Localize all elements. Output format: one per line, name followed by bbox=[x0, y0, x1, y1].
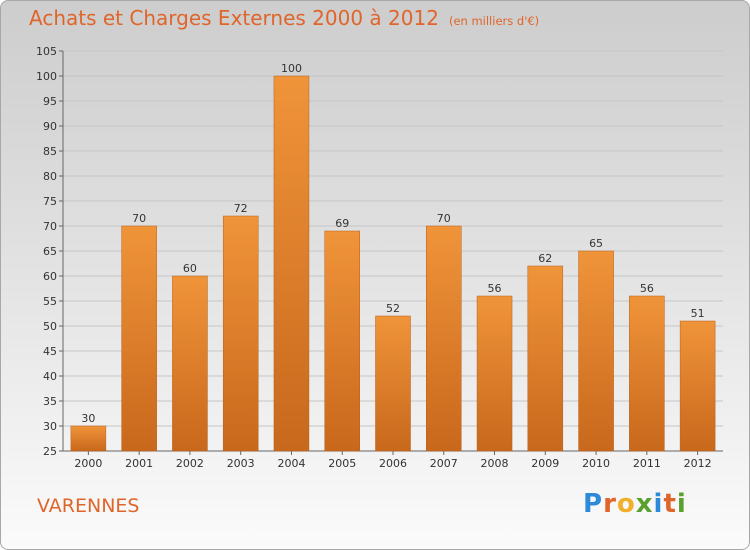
x-tick-label: 2010 bbox=[582, 457, 610, 470]
x-tick-label: 2000 bbox=[74, 457, 102, 470]
bar bbox=[375, 315, 411, 452]
bar bbox=[222, 215, 259, 452]
data-label: 100 bbox=[281, 62, 302, 75]
bar bbox=[578, 250, 614, 452]
logo-letter: t bbox=[663, 489, 677, 519]
data-label: 70 bbox=[132, 212, 146, 225]
data-label: 69 bbox=[335, 217, 349, 230]
bar bbox=[172, 275, 208, 452]
x-tick-label: 2002 bbox=[176, 457, 204, 470]
y-tick-label: 30 bbox=[43, 420, 57, 433]
chart-title-block: Achats et Charges Externes 2000 à 2012 (e… bbox=[29, 6, 539, 30]
logo-letter: o bbox=[616, 489, 636, 519]
y-tick-label: 55 bbox=[43, 295, 57, 308]
y-tick-label: 25 bbox=[43, 445, 57, 458]
y-tick-label: 80 bbox=[43, 170, 57, 183]
y-tick-label: 70 bbox=[43, 220, 57, 233]
x-tick-label: 2005 bbox=[328, 457, 356, 470]
y-tick-label: 90 bbox=[43, 120, 57, 133]
bar bbox=[476, 295, 513, 452]
x-tick-label: 2011 bbox=[633, 457, 661, 470]
bar bbox=[324, 230, 360, 452]
y-tick-label: 50 bbox=[43, 320, 57, 333]
y-tick-label: 60 bbox=[43, 270, 57, 283]
data-label: 65 bbox=[589, 237, 603, 250]
x-tick-label: 2003 bbox=[227, 457, 255, 470]
y-tick-label: 65 bbox=[43, 245, 57, 258]
x-tick-label: 2006 bbox=[379, 457, 407, 470]
y-tick-label: 45 bbox=[43, 345, 57, 358]
data-label: 60 bbox=[183, 262, 197, 275]
logo-letter: x bbox=[635, 489, 654, 519]
data-label: 56 bbox=[488, 282, 502, 295]
data-label: 62 bbox=[538, 252, 552, 265]
proxiti-logo: Proxiti bbox=[583, 489, 687, 519]
x-tick-label: 2008 bbox=[481, 457, 509, 470]
bar bbox=[679, 320, 716, 452]
bar bbox=[426, 225, 462, 452]
bar bbox=[121, 225, 157, 452]
logo-letter: r bbox=[603, 489, 617, 519]
bar bbox=[527, 265, 564, 452]
data-label: 30 bbox=[81, 412, 95, 425]
x-tick-label: 2007 bbox=[430, 457, 458, 470]
x-tick-label: 2012 bbox=[684, 457, 712, 470]
chart-title: Achats et Charges Externes 2000 à 2012 bbox=[29, 6, 439, 30]
data-label: 52 bbox=[386, 302, 400, 315]
y-tick-label: 35 bbox=[43, 395, 57, 408]
chart-subtitle: (en milliers d'€) bbox=[448, 14, 540, 28]
x-tick-label: 2004 bbox=[277, 457, 305, 470]
y-tick-label: 100 bbox=[36, 70, 57, 83]
bar bbox=[70, 425, 107, 452]
data-label: 51 bbox=[691, 307, 705, 320]
y-tick-label: 95 bbox=[43, 95, 57, 108]
bar bbox=[629, 295, 665, 452]
logo-letter: i bbox=[653, 489, 664, 519]
y-tick-label: 85 bbox=[43, 145, 57, 158]
y-tick-label: 75 bbox=[43, 195, 57, 208]
logo-letter: P bbox=[583, 489, 604, 519]
data-label: 56 bbox=[640, 282, 654, 295]
data-label: 72 bbox=[234, 202, 248, 215]
y-tick-label: 40 bbox=[43, 370, 57, 383]
x-tick-label: 2001 bbox=[125, 457, 153, 470]
x-tick-label: 2009 bbox=[531, 457, 559, 470]
bar bbox=[273, 75, 310, 452]
commune-name: VARENNES bbox=[37, 495, 140, 517]
y-tick-label: 105 bbox=[36, 45, 57, 58]
logo-letter: i bbox=[676, 489, 687, 519]
data-label: 70 bbox=[437, 212, 451, 225]
